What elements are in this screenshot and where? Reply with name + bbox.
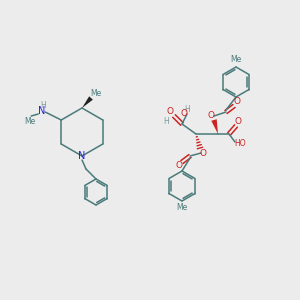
Text: O: O	[235, 118, 242, 127]
Text: O: O	[167, 107, 173, 116]
Text: Me: Me	[25, 118, 36, 127]
Text: Me: Me	[90, 89, 102, 98]
Text: N: N	[78, 151, 86, 161]
Text: H: H	[163, 118, 169, 127]
Text: Me: Me	[176, 203, 188, 212]
Polygon shape	[211, 119, 218, 134]
Text: O: O	[176, 161, 182, 170]
Text: O: O	[208, 110, 214, 119]
Text: H: H	[40, 101, 46, 110]
Polygon shape	[82, 96, 93, 108]
Text: Me: Me	[230, 56, 242, 64]
Text: O: O	[181, 109, 188, 118]
Text: O: O	[233, 98, 241, 106]
Text: O: O	[200, 148, 206, 158]
Text: HO: HO	[234, 140, 246, 148]
Text: H: H	[184, 104, 190, 113]
Text: N: N	[38, 106, 45, 116]
